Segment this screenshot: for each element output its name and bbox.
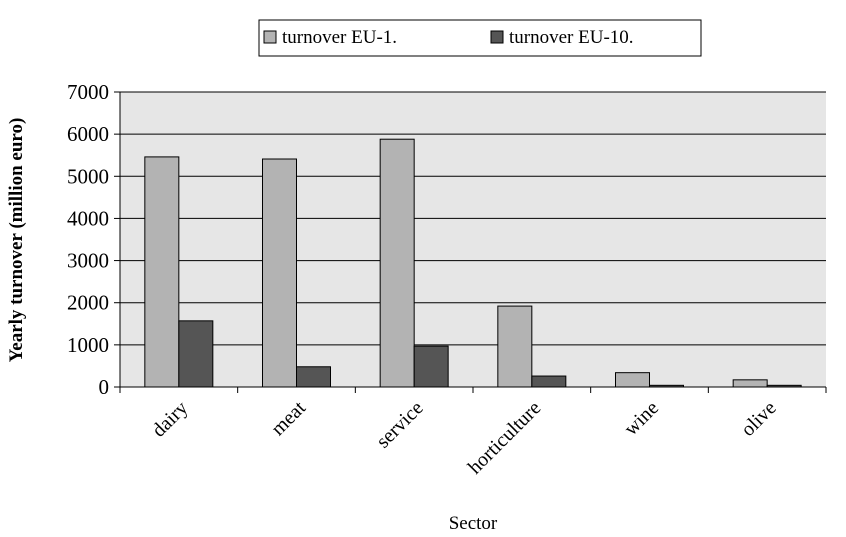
y-tick-label: 4000 — [67, 206, 109, 230]
x-tick-label-meat: meat — [267, 397, 310, 440]
y-tick-label: 2000 — [67, 291, 109, 315]
x-tick-label-wine: wine — [620, 397, 663, 440]
x-axis-label: Sector — [449, 513, 498, 534]
legend: turnover EU-1. turnover EU-10. — [258, 19, 702, 57]
legend-swatch-eu1 — [263, 30, 277, 44]
bar-eu1-meat — [262, 158, 297, 388]
bar-eu10-horticulture — [531, 375, 567, 388]
x-tick-label-dairy: dairy — [148, 397, 193, 442]
legend-swatch-eu10 — [490, 30, 504, 44]
gridlines — [120, 91, 826, 346]
legend-box — [258, 19, 702, 57]
legend-label-eu1: turnover EU-1. — [282, 27, 397, 48]
bar-eu10-dairy — [178, 320, 214, 388]
bar-eu1-olive — [732, 379, 768, 388]
y-tick-label: 5000 — [67, 164, 109, 188]
bar-eu1-service — [379, 138, 415, 388]
bar-eu1-wine — [615, 372, 650, 388]
legend-label-eu10: turnover EU-10. — [509, 27, 634, 48]
bar-eu1-horticulture — [497, 305, 533, 388]
y-tick-label: 6000 — [67, 122, 109, 146]
plot-area — [120, 92, 826, 387]
y-axis-label: Yearly turnover (million euro) — [6, 118, 27, 363]
x-tick-label-olive: olive — [737, 397, 781, 441]
y-ticks: 0 1000 2000 3000 4000 5000 6000 7000 — [67, 80, 120, 399]
bar-eu10-service — [413, 345, 449, 388]
x-tick-label-horticulture: horticulture — [464, 397, 546, 479]
y-tick-label: 1000 — [67, 333, 109, 357]
bar-eu1-dairy — [144, 156, 180, 388]
x-ticks: dairy meat service horticulture wine olive — [119, 387, 827, 479]
bar-eu10-meat — [296, 366, 331, 388]
y-tick-label: 3000 — [67, 249, 109, 273]
x-tick-label-service: service — [372, 397, 428, 453]
y-tick-label: 7000 — [67, 80, 109, 104]
y-tick-label: 0 — [99, 375, 110, 399]
